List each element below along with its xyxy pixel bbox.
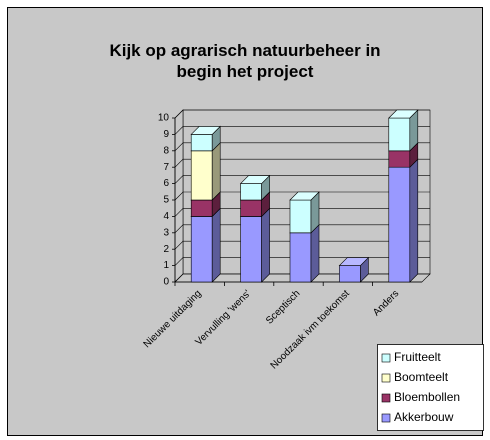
bar-segment	[339, 265, 361, 283]
legend-label: Fruitteelt	[394, 350, 441, 364]
y-tick-label: 10	[158, 113, 170, 124]
bar-side	[211, 142, 221, 201]
y-tick-label: 4	[163, 211, 169, 222]
bar-segment	[240, 183, 262, 201]
y-tick-label: 9	[163, 129, 169, 140]
bar-top	[289, 191, 320, 201]
bar-segment	[190, 216, 213, 283]
legend-label: Boomteelt	[394, 370, 449, 384]
bar-segment	[240, 199, 262, 217]
legend-swatch	[381, 413, 391, 423]
y-tick-label: 2	[163, 244, 169, 255]
y-tick-label: 8	[163, 145, 169, 156]
bar-side	[409, 158, 419, 283]
chart-title: Kijk op agrarisch natuurbeheer in begin …	[109, 41, 381, 81]
y-tick-label: 0	[163, 277, 169, 288]
bar-segment	[388, 117, 411, 152]
grid-line	[174, 191, 430, 201]
legend-label: Bloembollen	[394, 390, 460, 404]
grid-line	[174, 224, 430, 234]
legend-swatch	[381, 353, 391, 363]
bar-segment	[289, 232, 312, 283]
y-tick-label: 3	[163, 227, 169, 238]
grid-line	[174, 240, 430, 250]
legend-label: Akkerbouw	[394, 410, 454, 424]
y-tick-label: 6	[163, 178, 169, 189]
bar-segment	[190, 150, 213, 201]
y-tick-label: 7	[163, 162, 169, 173]
grid-line	[174, 175, 430, 184]
bar-top	[388, 109, 419, 119]
bar-side	[310, 224, 320, 283]
legend-swatch	[381, 373, 391, 383]
grid-line	[174, 142, 430, 152]
bar-top	[239, 175, 271, 184]
bar-segment	[240, 216, 262, 283]
y-tick-label: 1	[163, 260, 169, 271]
bar-side	[211, 207, 221, 283]
legend-box	[377, 344, 484, 431]
grid-line	[174, 208, 430, 217]
grid-line	[174, 109, 430, 119]
bar-segment	[190, 134, 213, 152]
grid-line	[174, 158, 430, 168]
bar-segment	[388, 150, 411, 168]
y-tick-label: 5	[163, 195, 169, 206]
bar-segment	[388, 166, 411, 283]
bar-top	[190, 126, 221, 135]
bar-segment	[190, 199, 213, 217]
grid-line	[174, 126, 430, 135]
legend-swatch	[381, 393, 391, 403]
bar-segment	[289, 199, 312, 234]
bar-top	[338, 257, 370, 266]
bar-side	[261, 207, 270, 283]
